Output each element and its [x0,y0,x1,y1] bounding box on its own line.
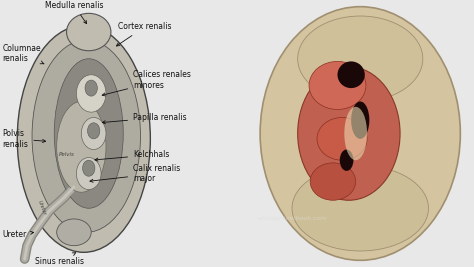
Ellipse shape [310,163,356,200]
Text: Calices renales
minores: Calices renales minores [102,70,191,96]
Text: Pelvis: Pelvis [59,152,74,157]
Ellipse shape [344,107,367,160]
Ellipse shape [76,158,101,190]
Ellipse shape [340,150,354,171]
Ellipse shape [260,7,460,260]
Ellipse shape [32,40,140,232]
Ellipse shape [82,160,95,176]
Text: Polvis
renalis: Polvis renalis [2,129,46,148]
Ellipse shape [298,16,423,101]
Ellipse shape [309,61,366,109]
Ellipse shape [76,75,106,112]
Ellipse shape [337,61,365,88]
Text: Medulla renalis: Medulla renalis [45,1,103,24]
Ellipse shape [57,219,91,246]
Text: Ureter: Ureter [2,230,34,239]
Ellipse shape [54,59,123,208]
Ellipse shape [82,117,106,150]
Text: Calix renalis
major: Calix renalis major [90,164,180,183]
Text: Papilla renalis: Papilla renalis [102,113,187,124]
Ellipse shape [85,80,97,96]
Text: Kelchhals: Kelchhals [95,150,170,161]
Ellipse shape [88,123,100,139]
Ellipse shape [292,166,428,251]
Ellipse shape [66,13,111,51]
Ellipse shape [57,101,106,192]
Text: Cortex renalis: Cortex renalis [117,22,172,46]
Ellipse shape [298,67,400,200]
Text: Sinus renalis: Sinus renalis [35,253,83,266]
Text: Columnae
renalis: Columnae renalis [2,44,44,64]
Text: urology-textbook.com: urology-textbook.com [258,217,327,221]
Ellipse shape [17,25,150,252]
Ellipse shape [317,117,367,160]
Ellipse shape [351,101,369,139]
Text: Ureter: Ureter [37,200,47,216]
